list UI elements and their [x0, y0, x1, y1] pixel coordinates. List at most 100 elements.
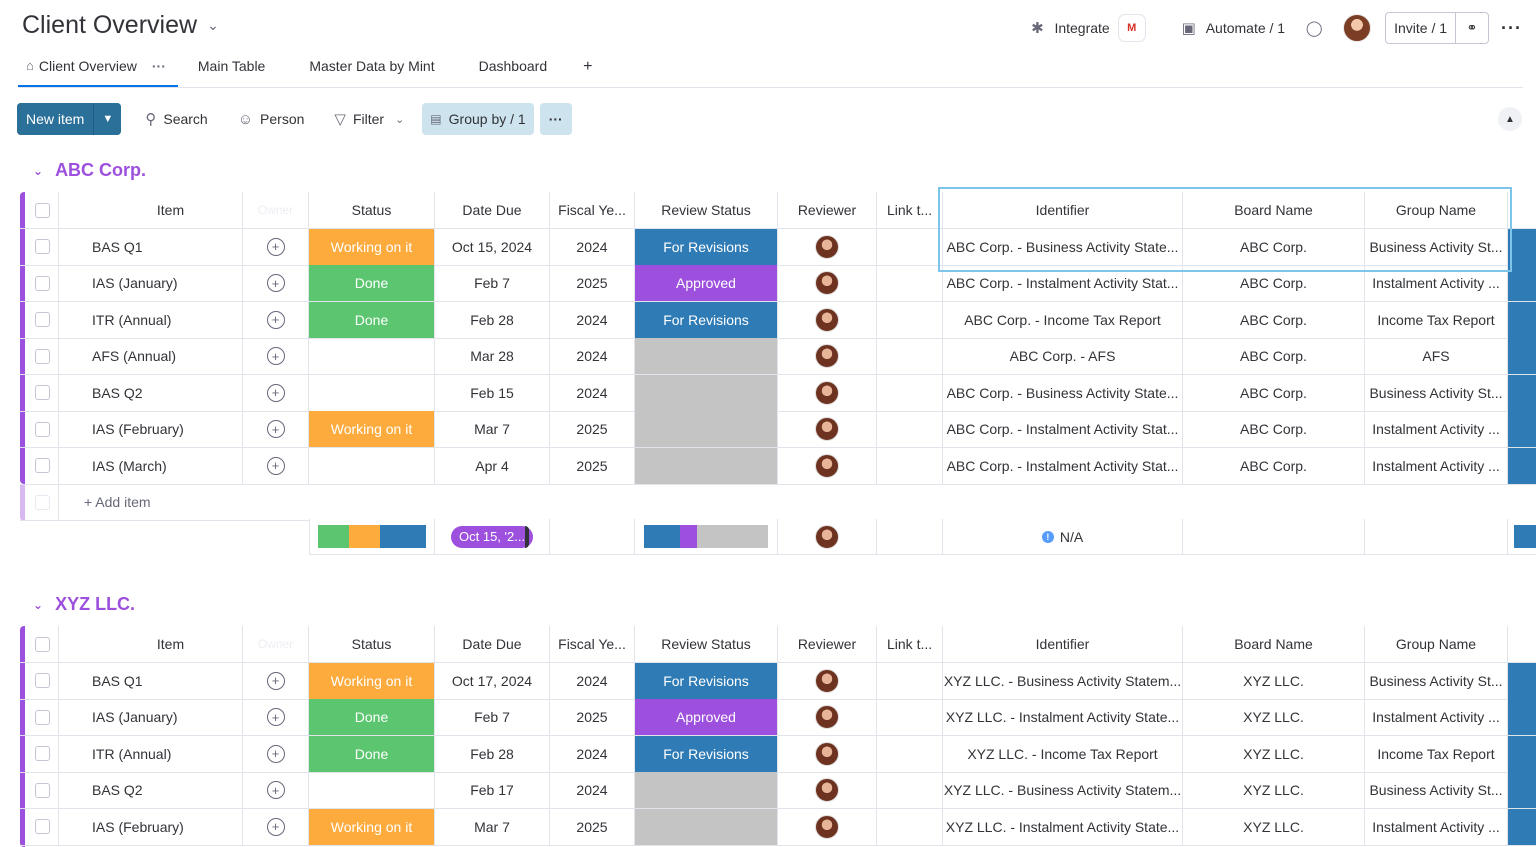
add-update-icon[interactable]: +	[266, 744, 285, 763]
extra-column-cell[interactable]	[1508, 699, 1536, 735]
person-filter-button[interactable]: ☺ Person	[230, 103, 313, 135]
add-update-icon[interactable]: +	[266, 420, 285, 438]
group-by-button[interactable]: ▤ Group by / 1	[422, 103, 534, 135]
fiscal-year-cell[interactable]: 2025	[550, 411, 635, 447]
column-header-link[interactable]: Link t...	[877, 626, 943, 662]
row-checkbox-cell[interactable]	[26, 808, 59, 845]
chevron-down-icon[interactable]: ▼	[93, 103, 122, 135]
column-header-reviewer[interactable]: Reviewer	[778, 626, 877, 662]
add-update-icon[interactable]: +	[266, 781, 285, 799]
date-due-cell[interactable]: Feb 28	[435, 301, 550, 338]
item-name-cell[interactable]: BAS Q1	[59, 662, 243, 699]
group-name-cell[interactable]: Business Activity St...	[1365, 228, 1508, 265]
add-update-icon[interactable]: +	[266, 310, 285, 329]
new-item-button[interactable]: New item	[17, 103, 94, 135]
extra-column-cell[interactable]	[1508, 772, 1536, 808]
extra-column-cell[interactable]	[1508, 374, 1536, 411]
fiscal-year-cell[interactable]: 2024	[550, 735, 635, 772]
extra-column-cell[interactable]	[1508, 735, 1536, 772]
row-checkbox[interactable]	[34, 275, 50, 291]
row-checkbox-cell[interactable]	[26, 699, 59, 735]
review-status-cell[interactable]	[635, 411, 778, 447]
group-name-cell[interactable]: Instalment Activity ...	[1365, 447, 1508, 484]
row-checkbox[interactable]	[34, 385, 50, 400]
table-row[interactable]: BAS Q2 + Not Yet Started Feb 17 2024 XYZ LLC.…	[20, 772, 1536, 809]
status-cell[interactable]: Done	[309, 301, 435, 338]
link-cell[interactable]	[877, 374, 943, 411]
fiscal-year-cell[interactable]: 2025	[550, 265, 635, 301]
fiscal-year-cell[interactable]: 2024	[550, 301, 635, 338]
item-name-cell[interactable]: BAS Q2	[59, 374, 243, 411]
date-due-cell[interactable]: Feb 15	[435, 374, 550, 411]
avatar[interactable]	[815, 271, 839, 295]
date-summary[interactable]: Oct 15, '2...	[435, 519, 550, 555]
board-name-cell[interactable]: ABC Corp.	[1183, 265, 1365, 301]
board-name-cell[interactable]: ABC Corp.	[1183, 228, 1365, 265]
extra-column-cell[interactable]	[1508, 265, 1536, 301]
reviewer-cell[interactable]	[778, 228, 877, 265]
table-row[interactable]: IAS (January) + Done Feb 7 2025 Approved XYZ L…	[20, 699, 1536, 736]
row-checkbox-cell[interactable]	[26, 662, 59, 699]
review-status-cell[interactable]	[635, 772, 778, 808]
table-row[interactable]: BAS Q1 + Working on it Oct 15, 2024 2024 For …	[20, 228, 1536, 266]
extra-column-cell[interactable]	[1508, 228, 1536, 265]
reviewer-cell[interactable]	[778, 265, 877, 301]
link-cell[interactable]	[877, 301, 943, 338]
status-summary[interactable]	[309, 519, 435, 555]
add-update-icon[interactable]: +	[266, 274, 285, 292]
avatar[interactable]	[815, 234, 839, 259]
identifier-cell[interactable]: ABC Corp. - Business Activity State...	[943, 228, 1183, 265]
row-checkbox[interactable]	[34, 421, 50, 437]
review-status-cell[interactable]	[635, 338, 778, 374]
row-checkbox[interactable]	[34, 458, 50, 473]
avatar[interactable]	[815, 417, 839, 441]
board-name-cell[interactable]: XYZ LLC.	[1183, 772, 1365, 808]
identifier-cell[interactable]: ABC Corp. - Instalment Activity Stat...	[943, 447, 1183, 484]
add-update-icon[interactable]: +	[266, 237, 285, 256]
review-status-cell[interactable]: For Revisions	[635, 301, 778, 338]
date-due-cell[interactable]: Mar 28	[435, 338, 550, 374]
group-title-xyz[interactable]: ⌄ XYZ LLC.	[33, 594, 135, 615]
board-name-cell[interactable]: XYZ LLC.	[1183, 662, 1365, 699]
add-update-icon[interactable]: +	[266, 347, 285, 365]
integrate-button[interactable]: ✱ Integrate M	[1018, 10, 1155, 46]
user-avatar[interactable]	[1343, 14, 1372, 42]
group-name-cell[interactable]: Business Activity St...	[1365, 662, 1508, 699]
row-checkbox[interactable]	[34, 312, 50, 327]
fiscal-year-cell[interactable]: 2024	[550, 772, 635, 808]
table-row[interactable]: ITR (Annual) + Done Feb 28 2024 For Revisions…	[20, 301, 1536, 339]
identifier-cell[interactable]: XYZ LLC. - Instalment Activity State...	[943, 808, 1183, 845]
row-checkbox-cell[interactable]	[26, 735, 59, 772]
item-name-cell[interactable]: ITR (Annual)	[59, 301, 243, 338]
row-checkbox[interactable]	[34, 348, 50, 364]
more-options-icon[interactable]: ···	[1501, 17, 1522, 38]
chevron-down-icon[interactable]: ⌄	[33, 163, 44, 178]
review-status-cell[interactable]: For Revisions	[635, 662, 778, 699]
updates-button[interactable]: ◯	[1295, 10, 1333, 46]
table-row[interactable]: BAS Q2 + Not Yet Started Feb 15 2024 ABC Corp…	[20, 374, 1536, 412]
reviewer-cell[interactable]	[778, 301, 877, 338]
identifier-cell[interactable]: XYZ LLC. - Business Activity Statem...	[943, 772, 1183, 808]
reviewer-cell[interactable]	[778, 808, 877, 845]
chevron-down-icon[interactable]: ⌄	[33, 597, 44, 612]
row-checkbox[interactable]	[34, 819, 50, 834]
column-header-date[interactable]: Date Due	[435, 192, 550, 228]
link-cell[interactable]	[877, 265, 943, 301]
item-name-cell[interactable]: IAS (January)	[59, 265, 243, 301]
review-status-cell[interactable]: For Revisions	[635, 228, 778, 265]
add-update-icon[interactable]: +	[266, 817, 285, 836]
identifier-cell[interactable]: ABC Corp. - Instalment Activity Stat...	[943, 411, 1183, 447]
add-update-icon[interactable]: +	[266, 383, 285, 402]
date-due-cell[interactable]: Oct 15, 2024	[435, 228, 550, 265]
row-checkbox[interactable]	[34, 709, 50, 725]
date-due-cell[interactable]: Apr 4	[435, 447, 550, 484]
identifier-cell[interactable]: ABC Corp. - Instalment Activity Stat...	[943, 265, 1183, 301]
column-header-item[interactable]: Item	[59, 626, 243, 662]
status-cell[interactable]: Working on it	[309, 411, 435, 447]
board-name-cell[interactable]: XYZ LLC.	[1183, 735, 1365, 772]
group-title-abc[interactable]: ⌄ ABC Corp.	[33, 160, 146, 181]
select-all-cell[interactable]	[26, 626, 59, 662]
board-name-cell[interactable]: XYZ LLC.	[1183, 699, 1365, 735]
board-name-cell[interactable]: XYZ LLC.	[1183, 808, 1365, 845]
review-status-cell[interactable]: For Revisions	[635, 735, 778, 772]
